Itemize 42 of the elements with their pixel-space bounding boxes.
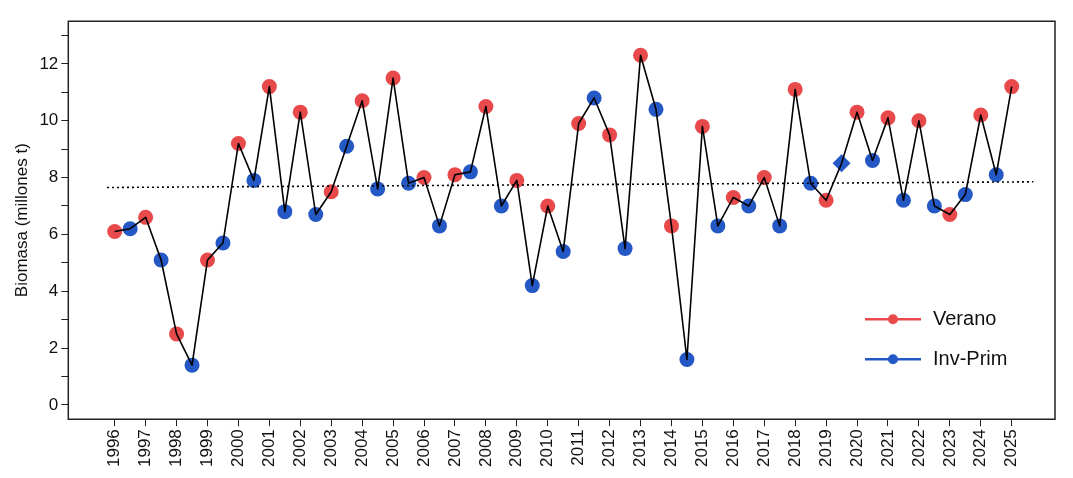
legend-label: Inv-Prim xyxy=(933,346,1008,369)
x-tick-label: 1996 xyxy=(104,429,124,468)
x-tick-label: 2017 xyxy=(753,429,773,468)
x-tick-label: 2000 xyxy=(228,429,248,468)
x-tick-label: 2009 xyxy=(506,429,526,468)
x-tick-label: 1997 xyxy=(135,429,155,468)
x-tick-label: 2025 xyxy=(1001,429,1021,468)
x-tick-label: 2015 xyxy=(692,429,712,468)
x-tick-label: 2004 xyxy=(351,429,371,468)
y-tick-label: 6 xyxy=(48,224,59,244)
x-tick-label: 2011 xyxy=(568,429,588,466)
x-tick-label: 2013 xyxy=(630,429,650,468)
x-tick-label: 2012 xyxy=(599,429,619,468)
x-tick-label: 2022 xyxy=(908,429,928,468)
y-tick-label: 8 xyxy=(48,167,59,187)
x-tick-label: 2002 xyxy=(289,429,309,468)
legend-label: Verano xyxy=(933,306,997,329)
y-tick-label: 4 xyxy=(48,280,59,300)
x-tick-label: 2008 xyxy=(475,429,495,468)
x-tick-label: 2001 xyxy=(259,429,279,468)
y-axis-title: Biomasa (millones t) xyxy=(11,143,31,298)
x-tick-label: 1999 xyxy=(197,429,217,468)
y-tick-label: 10 xyxy=(39,110,59,130)
x-tick-label: 2019 xyxy=(815,429,835,468)
x-tick-label: 2007 xyxy=(444,429,464,468)
x-tick-label: 2003 xyxy=(320,429,340,468)
point xyxy=(107,224,123,240)
y-tick-label: 12 xyxy=(39,53,59,73)
x-tick-label: 2018 xyxy=(784,429,804,468)
x-tick-label: 2006 xyxy=(413,429,433,468)
y-tick-label: 2 xyxy=(48,337,59,357)
x-tick-label: 2016 xyxy=(723,429,743,468)
x-tick-label: 2020 xyxy=(846,429,866,468)
y-tick-label: 0 xyxy=(48,394,59,414)
point xyxy=(1004,79,1020,95)
x-tick-label: 2023 xyxy=(939,429,959,468)
x-tick-label: 2024 xyxy=(970,429,990,468)
x-tick-label: 2021 xyxy=(877,429,897,468)
x-tick-label: 1998 xyxy=(166,429,186,468)
x-tick-label: 2010 xyxy=(537,429,557,468)
x-tick-label: 2014 xyxy=(661,429,681,468)
x-tick-label: 2005 xyxy=(382,429,402,468)
